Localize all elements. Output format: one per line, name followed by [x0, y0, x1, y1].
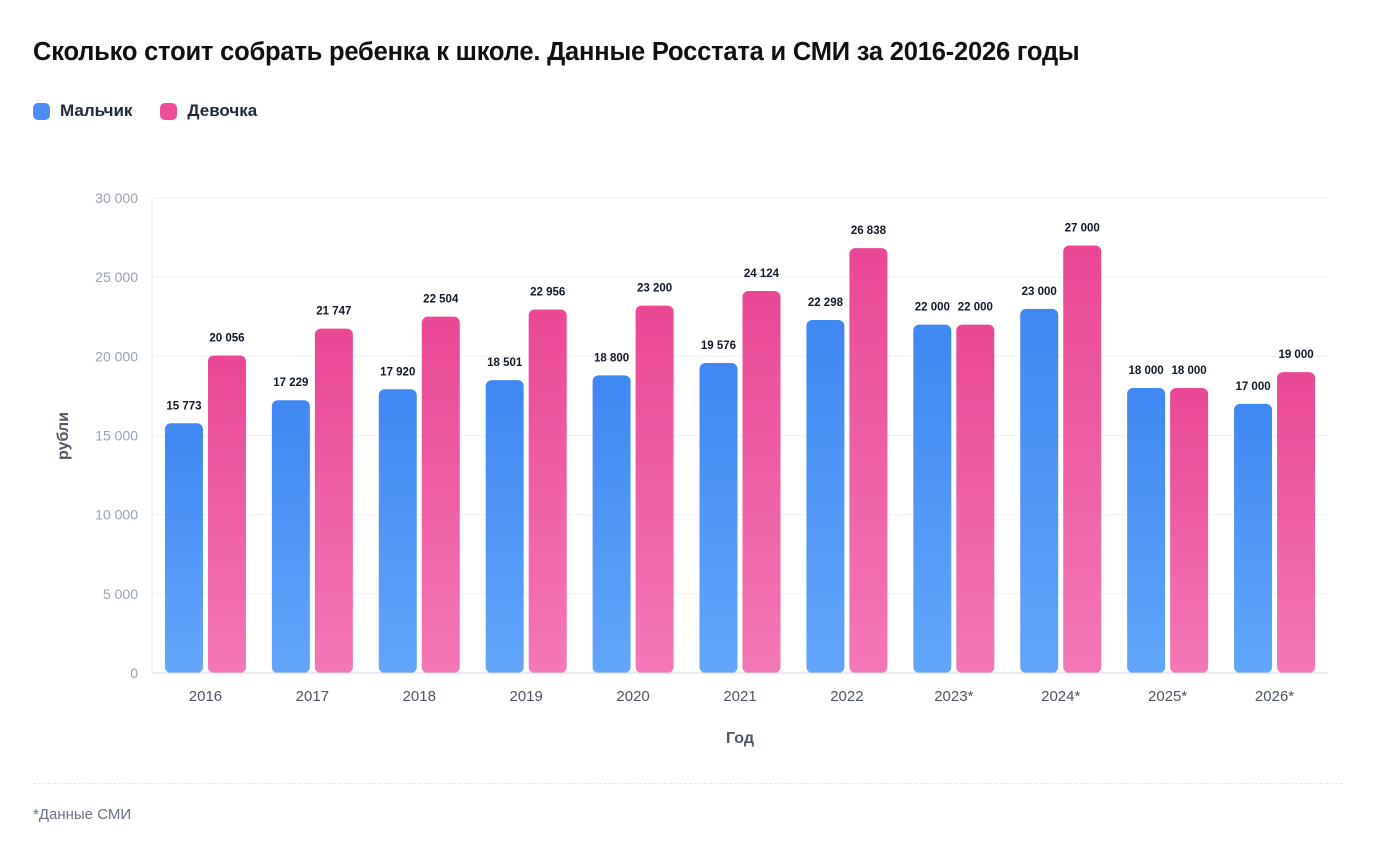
bar-girl[interactable]: [956, 324, 995, 673]
footer-divider: [33, 783, 1343, 784]
value-label-girl: 27 000: [1065, 223, 1100, 235]
bar-boy[interactable]: [378, 389, 417, 673]
value-label-girl: 24 124: [744, 268, 780, 280]
x-tick-label: 2022: [830, 688, 863, 705]
x-tick-label: 2020: [616, 688, 649, 705]
x-tick-label: 2024*: [1041, 688, 1080, 705]
value-label-boy: 17 000: [1235, 381, 1270, 393]
y-tick-label: 0: [130, 665, 138, 681]
bar-girl[interactable]: [1170, 388, 1209, 673]
y-tick-label: 10 000: [95, 507, 138, 523]
bar-boy[interactable]: [913, 324, 952, 673]
bar-girl[interactable]: [742, 291, 781, 673]
x-tick-label: 2016: [189, 688, 222, 705]
x-tick-label: 2026*: [1255, 688, 1294, 705]
bar-boy[interactable]: [699, 363, 738, 673]
value-labels: 15 773 20 056 17 229 21 747 17 920 22 504 18 5…: [166, 223, 1313, 413]
bar-boy[interactable]: [164, 423, 203, 673]
bar-boy[interactable]: [1127, 388, 1166, 673]
legend: Мальчик Девочка: [33, 101, 257, 121]
value-label-boy: 18 501: [487, 357, 523, 369]
value-label-girl: 26 838: [851, 225, 887, 237]
x-tick-label: 2018: [403, 688, 436, 705]
bar-girl[interactable]: [635, 305, 674, 673]
bar-girl[interactable]: [849, 248, 888, 673]
y-tick-label: 25 000: [95, 269, 138, 285]
bar-boy[interactable]: [1020, 308, 1059, 673]
value-label-boy: 22 000: [915, 302, 950, 314]
value-label-boy: 18 000: [1129, 365, 1164, 377]
bar-boy[interactable]: [592, 375, 631, 673]
value-label-boy: 18 800: [594, 352, 629, 364]
x-tick-label: 2019: [509, 688, 542, 705]
value-label-girl: 19 000: [1278, 349, 1313, 361]
value-label-boy: 15 773: [166, 400, 201, 412]
axes: 0 5 000 10 000 15 000 20 000 25 000 30 000 2016…: [95, 190, 1328, 705]
value-label-girl: 23 200: [637, 283, 672, 295]
y-axis-title: рубли: [55, 412, 72, 460]
value-label-girl: 22 000: [958, 302, 993, 314]
bar-girl[interactable]: [1063, 245, 1102, 674]
bar-boy[interactable]: [485, 380, 524, 673]
y-tick-label: 5 000: [103, 586, 138, 602]
value-label-boy: 17 229: [273, 377, 308, 389]
bar-girl[interactable]: [421, 316, 460, 673]
value-label-boy: 23 000: [1022, 286, 1057, 298]
value-label-girl: 22 956: [530, 287, 565, 299]
bar-girl[interactable]: [1277, 372, 1316, 673]
value-label-girl: 20 056: [209, 332, 244, 344]
bar-girl[interactable]: [207, 355, 246, 673]
value-label-boy: 22 298: [808, 297, 844, 309]
bar-chart: 15 773 20 056 17 229 21 747 17 920 22 504 18 5…: [55, 190, 1328, 747]
x-tick-label: 2021: [723, 688, 756, 705]
x-tick-label: 2023*: [934, 688, 973, 705]
legend-swatch-girl: [160, 102, 178, 120]
x-tick-label: 2017: [296, 688, 329, 705]
value-label-boy: 17 920: [380, 366, 415, 378]
y-tick-label: 15 000: [95, 428, 138, 444]
footnote: *Данные СМИ: [33, 806, 132, 823]
legend-item-girl[interactable]: Девочка: [160, 101, 257, 121]
bar-boy[interactable]: [806, 319, 845, 673]
value-label-girl: 21 747: [316, 306, 351, 318]
legend-label-girl: Девочка: [187, 101, 258, 120]
chart-title: Сколько стоит собрать ребенка к школе. Д…: [33, 38, 1080, 66]
legend-item-boy[interactable]: Мальчик: [33, 101, 132, 121]
y-tick-label: 30 000: [95, 190, 138, 206]
x-tick-label: 2025*: [1148, 688, 1187, 705]
legend-swatch-boy: [33, 102, 50, 120]
x-axis-title: Год: [726, 730, 754, 747]
bar-girl[interactable]: [314, 328, 353, 673]
bar-boy[interactable]: [1234, 403, 1273, 673]
bars: [164, 245, 1316, 674]
bar-boy[interactable]: [271, 400, 310, 673]
y-tick-label: 20 000: [95, 348, 138, 364]
bar-girl[interactable]: [528, 309, 567, 673]
value-label-girl: 22 504: [423, 294, 459, 306]
legend-label-boy: Мальчик: [60, 101, 133, 120]
value-label-boy: 19 576: [701, 340, 736, 352]
value-label-girl: 18 000: [1172, 365, 1207, 377]
